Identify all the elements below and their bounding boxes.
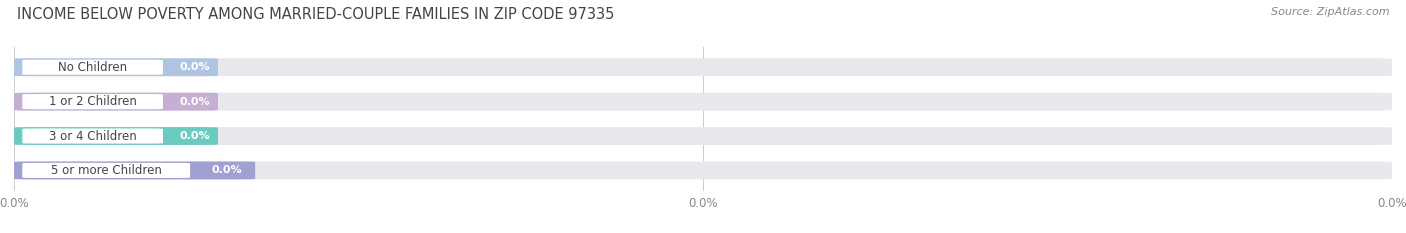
FancyBboxPatch shape (22, 163, 190, 178)
FancyBboxPatch shape (14, 58, 218, 76)
FancyBboxPatch shape (22, 128, 163, 144)
Text: No Children: No Children (58, 61, 127, 74)
Text: 0.0%: 0.0% (180, 131, 209, 141)
FancyBboxPatch shape (22, 94, 163, 109)
Text: 0.0%: 0.0% (180, 97, 209, 107)
FancyBboxPatch shape (22, 60, 163, 75)
Text: Source: ZipAtlas.com: Source: ZipAtlas.com (1271, 7, 1389, 17)
FancyBboxPatch shape (14, 58, 1392, 76)
FancyBboxPatch shape (14, 127, 1392, 145)
Text: INCOME BELOW POVERTY AMONG MARRIED-COUPLE FAMILIES IN ZIP CODE 97335: INCOME BELOW POVERTY AMONG MARRIED-COUPL… (17, 7, 614, 22)
FancyBboxPatch shape (14, 93, 1392, 111)
FancyBboxPatch shape (14, 161, 1392, 179)
Text: 3 or 4 Children: 3 or 4 Children (49, 130, 136, 143)
Text: 5 or more Children: 5 or more Children (51, 164, 162, 177)
Text: 0.0%: 0.0% (180, 62, 209, 72)
Text: 0.0%: 0.0% (211, 165, 242, 175)
FancyBboxPatch shape (14, 127, 218, 145)
Text: 1 or 2 Children: 1 or 2 Children (49, 95, 136, 108)
FancyBboxPatch shape (14, 93, 218, 111)
FancyBboxPatch shape (14, 161, 256, 179)
